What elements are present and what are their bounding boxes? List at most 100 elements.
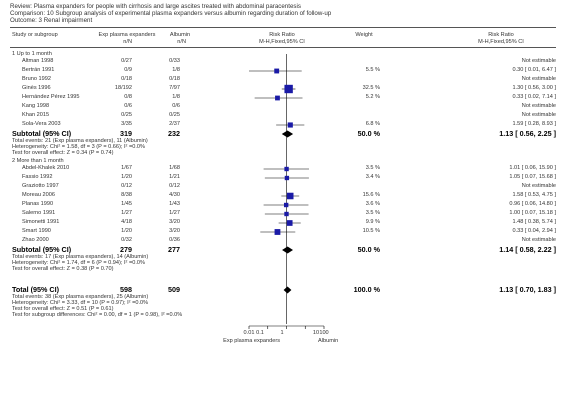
risk-ratio-ci: 1.05 [ 0.07, 15.68 ] — [509, 174, 556, 180]
subtotal-exp: 279 — [120, 245, 132, 254]
axis-tick-label: 10 — [312, 330, 320, 336]
study-marker — [284, 84, 293, 94]
albumin-events: 1/21 — [169, 174, 180, 180]
weight-value: 3.4 % — [365, 174, 380, 180]
subtotal-alb: 277 — [168, 245, 180, 254]
risk-ratio-ci: Not estimable — [521, 58, 556, 64]
exp-events: 1/45 — [121, 201, 132, 207]
study-name: Moreau 2006 — [22, 192, 55, 198]
subtotal-note: Total events: 17 (Exp plasma expanders),… — [12, 254, 149, 260]
subtotal-note: Heterogeneity: Chi² = 1.58, df = 3 (P = … — [12, 144, 145, 150]
albumin-events: 3/20 — [169, 219, 180, 225]
outcome-title: Outcome: 3 Renal impairment — [10, 17, 93, 24]
study-marker — [286, 220, 293, 226]
exp-events: 0/27 — [121, 58, 132, 64]
study-name: Ginès 1996 — [22, 85, 51, 91]
risk-ratio-ci: 1.58 [ 0.53, 4.75 ] — [512, 192, 556, 198]
albumin-events: 0/25 — [169, 112, 180, 118]
total-ci: 1.13 [ 0.70, 1.83 ] — [499, 285, 556, 294]
study-name: Fassio 1992 — [22, 174, 53, 180]
albumin-events: 1/8 — [172, 94, 180, 100]
axis-tick-label: 1 — [280, 330, 284, 336]
weight-value: 5.5 % — [365, 67, 380, 73]
exp-events: 8/38 — [121, 192, 132, 198]
weight-value: 3.5 % — [365, 210, 380, 216]
subgroup-2-title: 2 More than 1 month — [12, 158, 64, 164]
study-name: Altman 1998 — [22, 58, 54, 64]
weight-value: 5.2 % — [365, 94, 380, 100]
study-name: Graziotto 1997 — [22, 183, 59, 189]
study-name: Salerno 1991 — [22, 210, 56, 216]
risk-ratio-ci: 0.33 [ 0.02, 7.14 ] — [512, 94, 556, 100]
subtotal-note: Total events: 21 (Exp plasma expanders),… — [12, 138, 148, 144]
exp-events: 0/6 — [124, 103, 132, 109]
comparison-title: Comparison: 10 Subgroup analysis of expe… — [10, 10, 332, 17]
study-name: Sola-Vera 2003 — [22, 121, 61, 127]
exp-events: 0/32 — [121, 237, 132, 243]
subtotal-note: Heterogeneity: Chi² = 1.74, df = 6 (P = … — [12, 260, 145, 266]
axis-tick-label: 0.01 — [243, 330, 255, 336]
study-name: Abdel-Khalek 2010 — [22, 165, 70, 171]
risk-ratio-ci: Not estimable — [521, 237, 556, 243]
study-name: Planas 1990 — [22, 201, 54, 207]
risk-ratio-ci: 1.01 [ 0.06, 15.90 ] — [509, 165, 556, 171]
risk-ratio-ci: Not estimable — [521, 76, 556, 82]
exp-events: 18/192 — [114, 85, 132, 91]
albumin-events: 0/6 — [172, 103, 180, 109]
weight-value: 15.6 % — [362, 192, 380, 198]
study-name: Hernández Pérez 1995 — [22, 94, 80, 100]
risk-ratio-ci: 0.33 [ 0.04, 2.94 ] — [512, 228, 556, 234]
albumin-events: 1/43 — [169, 201, 180, 207]
header-bottom-rule — [10, 47, 556, 48]
axis-tick-label: 0.1 — [256, 330, 264, 336]
albumin-events: 0/36 — [169, 237, 180, 243]
study-marker — [284, 211, 289, 217]
weight-value: 9.9 % — [365, 219, 380, 225]
exp-events: 0/8 — [124, 94, 132, 100]
subtotal-note: Test for overall effect: Z = 0.38 (P = 0… — [12, 266, 114, 272]
study-marker — [275, 95, 280, 101]
subtotal-diamond — [281, 130, 294, 138]
total-note: Heterogeneity: Chi² = 3.33, df = 10 (P =… — [12, 300, 149, 306]
col-rr-sub: M-H,Fixed,95% CI — [259, 39, 305, 45]
total-weight: 100.0 % — [353, 285, 380, 294]
exp-events: 1/27 — [121, 210, 132, 216]
total-note: Total events: 38 (Exp plasma expanders),… — [12, 294, 149, 300]
total-exp: 598 — [120, 285, 132, 294]
subtotal-alb: 232 — [168, 129, 180, 138]
risk-ratio-ci: 1.48 [ 0.38, 5.74 ] — [512, 219, 556, 225]
subtotal-ci: 1.13 [ 0.56, 2.25 ] — [499, 129, 556, 138]
weight-value: 3.5 % — [365, 165, 380, 171]
study-marker — [274, 68, 280, 74]
subtotal-weight: 50.0 % — [357, 245, 380, 254]
weight-value: 6.8 % — [365, 121, 380, 127]
total-label: Total (95% CI) — [12, 285, 59, 294]
study-marker — [274, 229, 281, 235]
albumin-events: 3/20 — [169, 228, 180, 234]
total-alb: 509 — [168, 285, 180, 294]
subgroup-1-title: 1 Up to 1 month — [12, 51, 52, 57]
study-marker — [287, 122, 293, 128]
subtotal-ci: 1.14 [ 0.58, 2.22 ] — [499, 245, 556, 254]
study-name: Simonetti 1991 — [22, 219, 60, 225]
review-title: Review: Plasma expanders for people with… — [10, 3, 301, 10]
risk-ratio-ci: 0.96 [ 0.06, 14.80 ] — [509, 201, 556, 207]
col-exp-sub: n/N — [123, 39, 132, 45]
study-name: Bruno 1992 — [22, 76, 51, 82]
risk-ratio-ci: 1.30 [ 0.56, 3.00 ] — [512, 85, 556, 91]
col-alb-header: Albumin — [169, 32, 191, 38]
study-marker — [284, 166, 289, 172]
study-name: Khan 2015 — [22, 112, 50, 118]
albumin-events: 4/30 — [169, 192, 180, 198]
risk-ratio-ci: 1.59 [ 0.28, 8.93 ] — [512, 121, 556, 127]
col-study-header: Study or subgroup — [12, 32, 58, 38]
study-name: Smart 1990 — [22, 228, 51, 234]
subtotal-diamond — [282, 246, 293, 254]
exp-events: 0/9 — [124, 67, 132, 73]
albumin-events: 0/18 — [169, 76, 180, 82]
subtotal-exp: 319 — [120, 129, 132, 138]
subtotal-label: Subtotal (95% CI) — [12, 129, 72, 138]
axis-right-label: Albumin — [318, 338, 339, 344]
exp-events: 3/35 — [121, 121, 132, 127]
